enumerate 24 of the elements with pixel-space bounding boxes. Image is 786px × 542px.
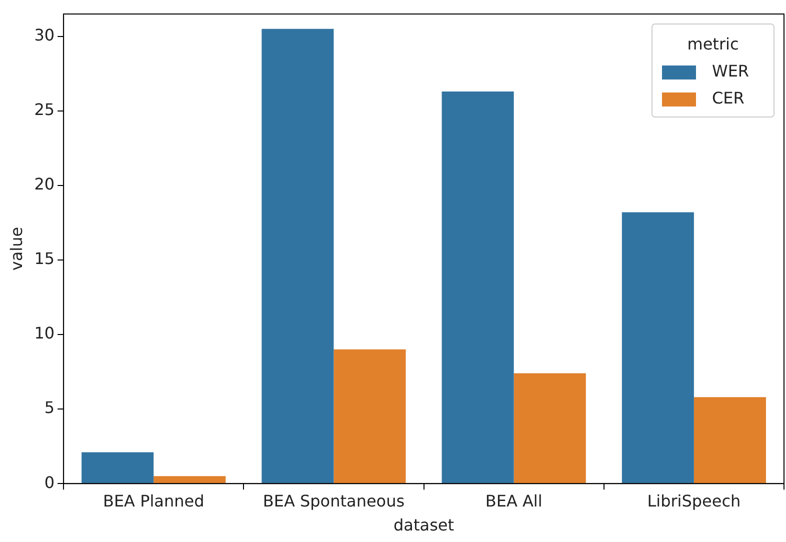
y-tick-label: 5 [44,398,55,418]
bar [154,476,226,484]
legend-label: WER [712,62,750,81]
x-tick-label: LibriSpeech [647,491,741,510]
legend-label: CER [712,88,744,108]
x-tick-label: BEA All [485,491,542,510]
x-tick-label: BEA Planned [102,491,204,510]
y-axis-title: value [6,226,26,271]
x-tick-label: BEA Spontaneous [262,491,405,510]
y-tick-label: 30 [34,26,55,45]
legend-title: metric [687,34,739,54]
y-tick-label: 10 [34,324,55,343]
bar [514,373,586,484]
y-tick-label: 15 [34,249,55,268]
bar [622,212,694,484]
bar [262,28,334,484]
y-tick-label: 20 [34,174,55,194]
bar [694,397,766,484]
bar [442,92,514,484]
bar [82,452,154,484]
bar [334,349,406,484]
y-tick-label: 25 [34,100,55,120]
x-axis-title: dataset [394,516,454,535]
y-tick-label: 0 [44,472,55,492]
